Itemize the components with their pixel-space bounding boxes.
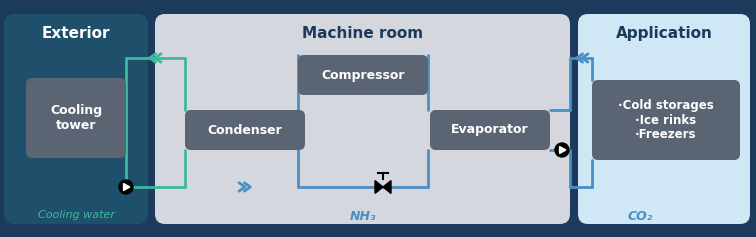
FancyBboxPatch shape (430, 110, 550, 150)
Text: Machine room: Machine room (302, 26, 423, 41)
Text: Exterior: Exterior (42, 26, 110, 41)
Polygon shape (559, 146, 565, 154)
Text: Condenser: Condenser (208, 123, 283, 137)
Circle shape (119, 180, 133, 194)
FancyBboxPatch shape (155, 14, 570, 224)
Polygon shape (375, 181, 383, 193)
FancyBboxPatch shape (578, 14, 750, 224)
FancyBboxPatch shape (185, 110, 305, 150)
Polygon shape (123, 183, 130, 191)
Polygon shape (383, 181, 391, 193)
Text: Cooling water: Cooling water (38, 210, 114, 220)
Circle shape (555, 143, 569, 157)
Text: Evaporator: Evaporator (451, 123, 528, 137)
FancyBboxPatch shape (4, 14, 148, 224)
Text: Compressor: Compressor (321, 68, 404, 82)
Text: Application: Application (615, 26, 712, 41)
FancyBboxPatch shape (26, 78, 126, 158)
Text: Cooling
tower: Cooling tower (50, 104, 102, 132)
FancyBboxPatch shape (592, 80, 740, 160)
Text: ·Cold storages
·Ice rinks
·Freezers: ·Cold storages ·Ice rinks ·Freezers (618, 99, 714, 141)
Text: CO₂: CO₂ (627, 210, 652, 223)
FancyBboxPatch shape (298, 55, 428, 95)
Text: NH₃: NH₃ (350, 210, 376, 223)
